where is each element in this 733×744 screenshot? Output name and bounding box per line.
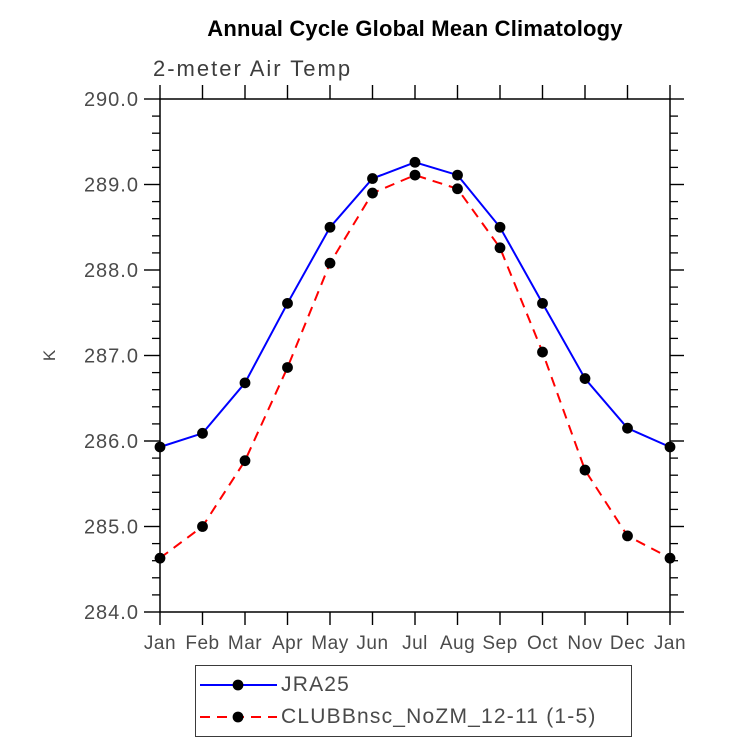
data-point-series-1	[537, 346, 548, 358]
legend-item-jra25: JRA25	[199, 672, 631, 698]
x-axis-tick-label: Mar	[228, 633, 262, 654]
x-axis-tick-label: May	[311, 633, 348, 654]
data-point-series-1	[282, 362, 293, 373]
data-point-series-1	[622, 530, 633, 542]
data-point-series-1	[239, 455, 251, 467]
chart-title: Annual Cycle Global Mean Climatology	[207, 16, 623, 41]
legend-line-sample-solid	[200, 679, 277, 691]
x-axis-tick-label: Oct	[527, 633, 558, 654]
data-point-series-0	[197, 427, 208, 439]
legend-line-sample-dashed	[200, 711, 277, 723]
data-point-series-1	[664, 552, 676, 564]
legend-marker-icon	[232, 679, 244, 691]
series-line-0	[159, 161, 671, 448]
data-point-series-0	[494, 221, 506, 233]
series-line-1	[159, 174, 671, 559]
data-point-series-0	[452, 169, 463, 181]
x-axis-tick-label: Dec	[610, 633, 645, 654]
data-point-series-1	[197, 521, 208, 532]
data-point-series-1	[494, 242, 506, 254]
legend-label-clubbnsc: CLUBBnsc_NoZM_12-11 (1-5)	[281, 705, 597, 728]
data-point-series-0	[664, 441, 676, 453]
legend-marker-icon	[232, 711, 244, 723]
data-point-series-1	[579, 464, 591, 476]
data-point-series-1	[452, 183, 463, 195]
data-point-series-0	[579, 373, 591, 384]
data-point-series-1	[154, 552, 166, 564]
x-axis-tick-label: Jul	[402, 633, 428, 654]
y-axis-tick-label: 289.0	[84, 175, 139, 197]
data-point-series-1	[409, 169, 421, 181]
data-point-series-0	[409, 156, 421, 168]
data-point-series-0	[154, 441, 166, 453]
data-point-series-1	[324, 257, 336, 269]
axis-box	[159, 98, 671, 613]
x-axis-tick-label: Nov	[567, 633, 602, 654]
data-point-series-0	[324, 221, 336, 233]
y-axis-tick-label: 287.0	[84, 346, 139, 368]
x-axis-tick-label: Jan	[144, 633, 176, 654]
x-axis-tick-label: Aug	[440, 633, 475, 654]
data-point-series-0	[239, 377, 251, 389]
data-point-series-0	[622, 422, 633, 434]
y-axis-tick-label: 288.0	[84, 260, 139, 282]
x-axis-tick-label: Feb	[185, 633, 219, 654]
x-axis-tick-label: Sep	[482, 633, 517, 654]
x-axis-tick-label: Jun	[356, 633, 388, 654]
x-axis-tick-label: Apr	[272, 633, 303, 654]
legend-label-jra25: JRA25	[281, 673, 351, 696]
y-axis-tick-label: 285.0	[84, 517, 139, 539]
y-axis-tick-label: 284.0	[84, 602, 139, 624]
legend-item-clubbnsc: CLUBBnsc_NoZM_12-11 (1-5)	[199, 704, 631, 730]
legend: JRA25 CLUBBnsc_NoZM_12-11 (1-5)	[195, 665, 632, 737]
data-point-series-1	[367, 187, 378, 199]
chart-subtitle: 2-meter Air Temp	[153, 56, 353, 81]
x-axis-tick-label: Jan	[654, 633, 686, 654]
y-axis-tick-label: 290.0	[84, 89, 139, 111]
y-axis-tick-label: 286.0	[84, 431, 139, 453]
data-point-series-0	[367, 173, 378, 184]
data-point-series-0	[282, 297, 293, 309]
data-point-series-0	[537, 297, 548, 309]
